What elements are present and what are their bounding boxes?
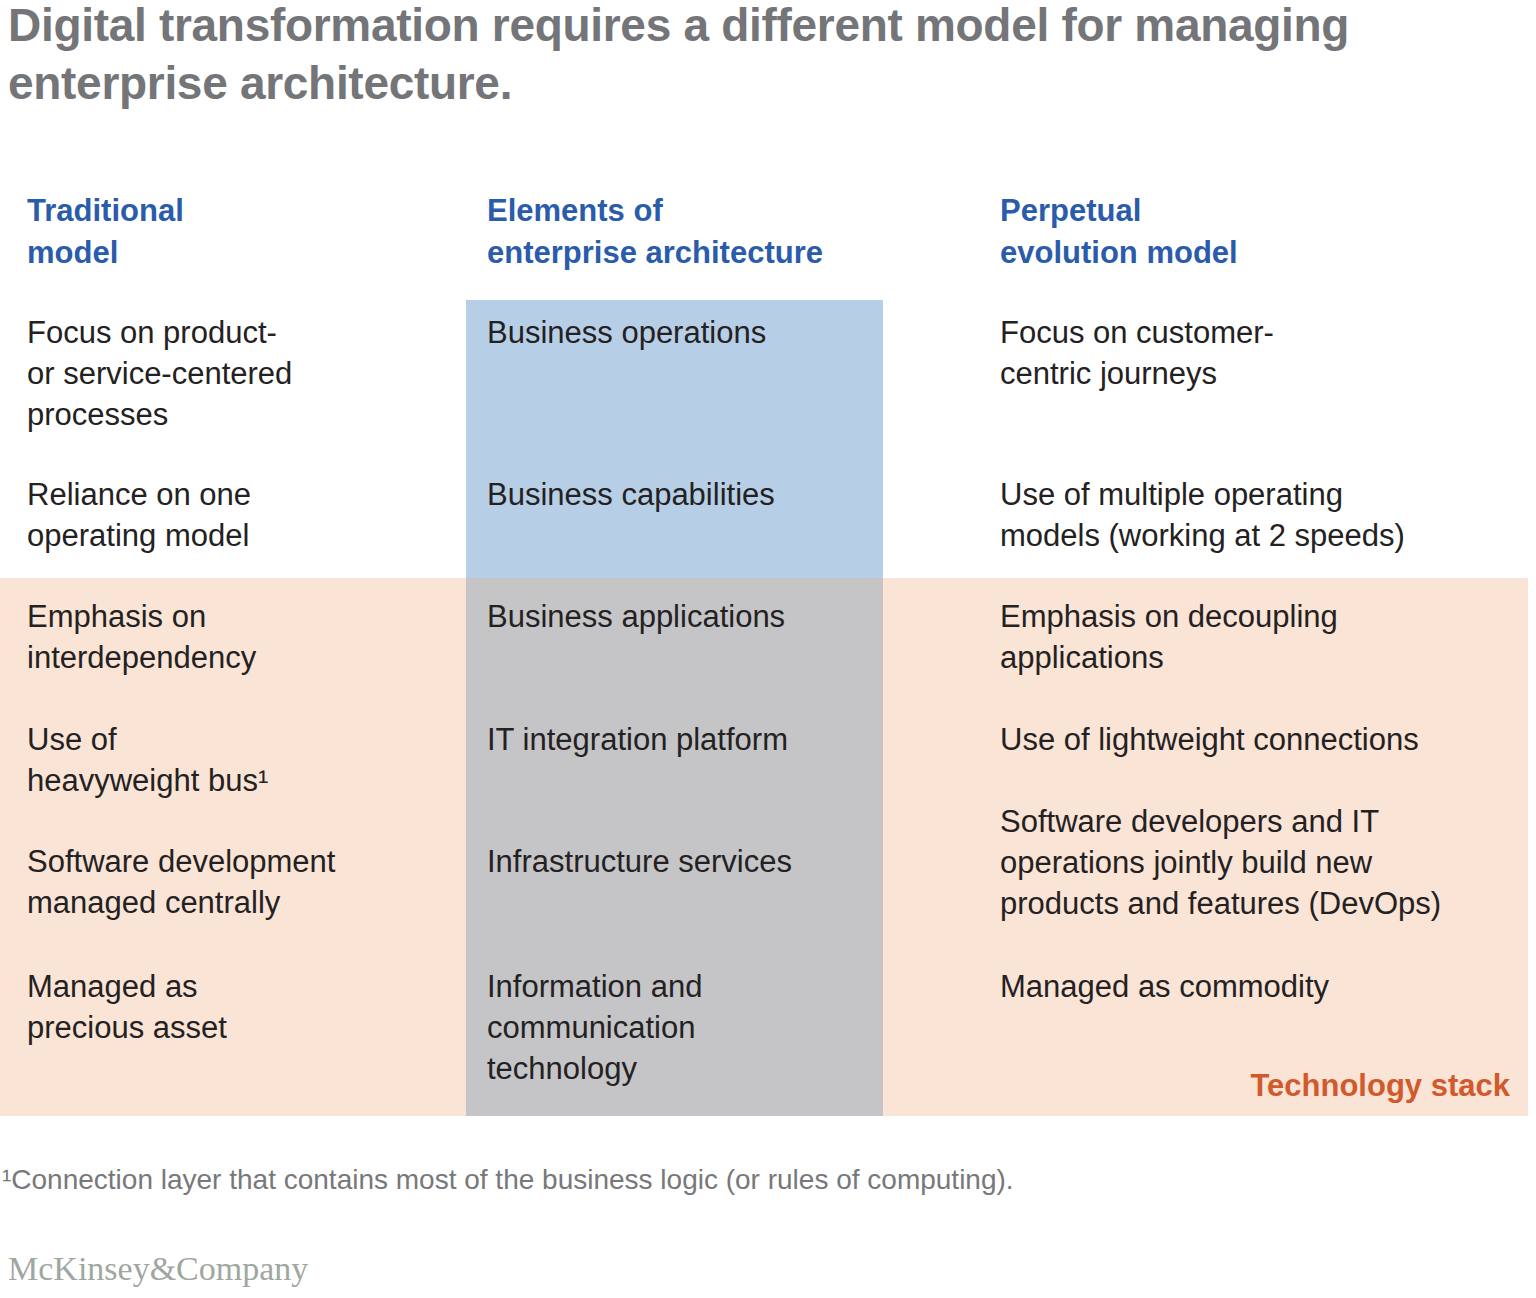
cell-element-infrastructure-services: Infrastructure services: [487, 841, 907, 882]
cell-perpetual-decoupling: Emphasis on decoupling applications: [1000, 596, 1530, 678]
cell-traditional-heavyweight-bus: Use of heavyweight bus¹: [27, 719, 467, 801]
cell-element-it-integration-platform: IT integration platform: [487, 719, 907, 760]
cell-perpetual-customer-journeys: Focus on customer- centric journeys: [1000, 312, 1530, 394]
cell-element-business-operations: Business operations: [487, 312, 907, 353]
column-header-elements-of-enterprise-architecture: Elements of enterprise architecture: [487, 190, 907, 274]
footnote: ¹Connection layer that contains most of …: [2, 1162, 1014, 1198]
cell-perpetual-lightweight-connections: Use of lightweight connections: [1000, 719, 1530, 760]
column-header-traditional-model: Traditional model: [27, 190, 467, 274]
cell-element-business-applications: Business applications: [487, 596, 907, 637]
cell-perpetual-devops: Software developers and IT operations jo…: [1000, 801, 1530, 924]
cell-traditional-software-development: Software development managed centrally: [27, 841, 467, 923]
cell-perpetual-managed-commodity: Managed as commodity: [1000, 966, 1530, 1007]
cell-traditional-focus: Focus on product- or service-centered pr…: [27, 312, 467, 435]
cell-perpetual-multiple-operating-models: Use of multiple operating models (workin…: [1000, 474, 1530, 556]
cell-element-ict: Information and communication technology: [487, 966, 907, 1089]
column-header-perpetual-evolution-model: Perpetual evolution model: [1000, 190, 1530, 274]
cell-traditional-emphasis: Emphasis on interdependency: [27, 596, 467, 678]
mckinsey-logo: McKinsey&Company: [8, 1249, 308, 1289]
exhibit-title: Digital transformation requires a differ…: [8, 0, 1518, 112]
cell-traditional-reliance: Reliance on one operating model: [27, 474, 467, 556]
technology-stack-label: Technology stack: [1250, 1066, 1510, 1106]
mckinsey-exhibit: Digital transformation requires a differ…: [0, 0, 1536, 1298]
cell-traditional-managed-asset: Managed as precious asset: [27, 966, 467, 1048]
cell-element-business-capabilities: Business capabilities: [487, 474, 907, 515]
